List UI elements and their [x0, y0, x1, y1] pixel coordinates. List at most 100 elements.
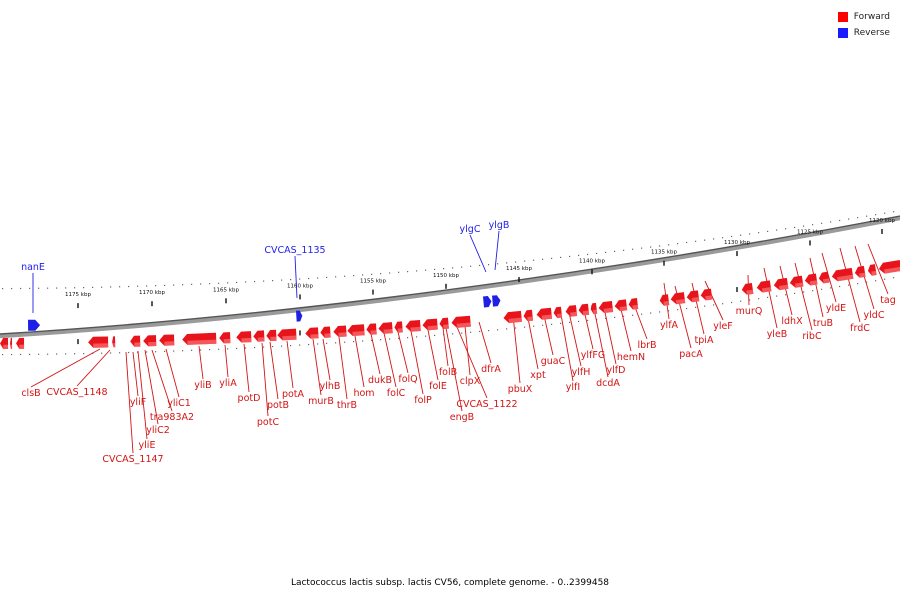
- leader-line: [338, 336, 348, 400]
- gene-label-ribc[interactable]: ribC: [802, 331, 822, 342]
- gene-label-ylgc[interactable]: ylgC: [460, 224, 481, 235]
- gene-label-tag[interactable]: tag: [880, 295, 896, 306]
- gene-label-thrb[interactable]: thrB: [337, 400, 357, 411]
- gene-label-ylie[interactable]: yliE: [139, 440, 156, 451]
- leader-line: [456, 326, 488, 399]
- gene-label-murq[interactable]: murQ: [736, 306, 763, 317]
- gene-label-lbrb[interactable]: lbrB: [637, 340, 656, 351]
- gene-label-potd[interactable]: potD: [238, 393, 261, 404]
- gene-label-hom[interactable]: hom: [353, 388, 374, 399]
- gene-label-murb[interactable]: murB: [308, 396, 334, 407]
- gene-label-frdc[interactable]: frdC: [850, 323, 870, 334]
- gene-label-ylgb[interactable]: ylgB: [489, 220, 510, 231]
- gene-label-tpia[interactable]: tpiA: [695, 335, 714, 346]
- gene-label-ldhx[interactable]: ldhX: [781, 316, 803, 327]
- leader-line: [839, 247, 861, 323]
- gene-label-potc[interactable]: potC: [257, 417, 280, 428]
- legend-label-reverse: Reverse: [853, 27, 890, 38]
- gene-label-clpx[interactable]: clpX: [460, 376, 481, 387]
- genome-caption: Lactococcus lactis subsp. lactis CV56, c…: [290, 578, 610, 588]
- tick-label: 1155 kbp: [360, 279, 386, 285]
- leader-line: [794, 262, 813, 331]
- gene-label-dcda[interactable]: dcdA: [596, 378, 620, 389]
- gene-forward: [130, 335, 141, 347]
- tick-mark-lower: [299, 330, 301, 336]
- tick-mark-upper: [225, 298, 227, 304]
- gene-label-ylef[interactable]: yleF: [713, 321, 733, 332]
- tick-label: 1140 kbp: [579, 258, 605, 264]
- gene-forward: [305, 327, 319, 339]
- leader-line: [478, 321, 492, 364]
- gene-label-yleb[interactable]: yleB: [767, 329, 788, 340]
- gene-label-paca[interactable]: pacA: [679, 349, 703, 360]
- gene-label-dfra[interactable]: dfrA: [481, 364, 501, 375]
- gene-forward: [756, 280, 772, 293]
- leader-line: [30, 348, 101, 388]
- genome-backbone: [0, 215, 900, 335]
- tick-mark-upper: [77, 303, 79, 309]
- gene-label-pbux[interactable]: pbuX: [508, 384, 533, 395]
- gene-forward: [253, 330, 265, 342]
- leader-line: [469, 234, 487, 273]
- gene-label-guac[interactable]: guaC: [541, 356, 566, 367]
- gene-label-yldc[interactable]: yldC: [864, 310, 885, 321]
- tick-label: 1145 kbp: [506, 266, 532, 272]
- strand-legend: Forward Reverse: [837, 9, 890, 41]
- gene-label-pota[interactable]: potA: [282, 389, 305, 400]
- gene-label-ylib[interactable]: yliB: [194, 380, 211, 391]
- gene-forward: [347, 324, 365, 337]
- gene-label-nane[interactable]: nanE: [21, 262, 45, 273]
- gene-label-clsb[interactable]: clsB: [21, 388, 40, 399]
- gene-label-fole[interactable]: folE: [429, 381, 447, 392]
- gene-forward: [700, 288, 713, 301]
- gene-forward: [394, 321, 403, 333]
- gene-forward: [378, 322, 393, 334]
- leader-line: [445, 327, 463, 412]
- gene-label-hemn[interactable]: hemN: [617, 352, 645, 363]
- legend-label-forward: Forward: [853, 11, 890, 22]
- gene-forward: [818, 271, 830, 284]
- gene-label-ylfi[interactable]: ylfI: [566, 382, 580, 393]
- tick-mark-upper: [736, 251, 738, 257]
- gene-label-ylfa[interactable]: ylfA: [660, 320, 679, 331]
- gene-label-dukb[interactable]: dukB: [368, 375, 392, 386]
- gene-forward: [670, 292, 686, 305]
- gene-forward: [159, 334, 175, 346]
- gene-label-folc[interactable]: folC: [387, 388, 406, 399]
- gene-label-folb[interactable]: folB: [439, 367, 457, 378]
- gene-label-tra983a2[interactable]: tra983A2: [150, 412, 194, 423]
- gene-label-ylfh[interactable]: ylfH: [572, 367, 591, 378]
- leader-line: [464, 325, 471, 376]
- gene-label-ylia[interactable]: yliA: [219, 378, 237, 389]
- leader-line: [397, 331, 409, 374]
- gene-label-engb[interactable]: engB: [450, 412, 474, 423]
- leader-line: [312, 338, 322, 396]
- leader-line: [383, 332, 397, 388]
- gene-label-potb[interactable]: potB: [267, 400, 289, 411]
- gene-label-xpt[interactable]: xpt: [530, 370, 546, 381]
- gene-label-ylic1[interactable]: yliC1: [167, 398, 191, 409]
- tick-mark-upper: [809, 240, 811, 246]
- gene-label-cvcas_1147[interactable]: CVCAS_1147: [102, 454, 163, 465]
- gene-label-ylffg[interactable]: ylfFG: [581, 350, 605, 361]
- gene-label-ylic2[interactable]: yliC2: [146, 425, 170, 436]
- gene-forward: [439, 317, 449, 330]
- gene-forward: [854, 265, 866, 278]
- gene-label-ylde[interactable]: yldE: [826, 303, 846, 314]
- tick-label: 1165 kbp: [213, 287, 239, 293]
- gene-forward: [219, 332, 231, 344]
- gene-label-folp[interactable]: folP: [414, 395, 432, 406]
- tick-mark-upper: [372, 289, 374, 295]
- gene-label-ylfd[interactable]: ylfD: [607, 365, 626, 376]
- gene-label-trub[interactable]: truB: [813, 318, 833, 329]
- gene-label-ylif[interactable]: yliF: [130, 397, 146, 408]
- gene-label-folq[interactable]: folQ: [398, 374, 417, 385]
- gene-label-cvcas_1148[interactable]: CVCAS_1148: [46, 387, 107, 398]
- gene-label-cvcas_1135[interactable]: CVCAS_1135: [264, 245, 325, 256]
- gene-forward: [659, 294, 670, 306]
- gene-label-cvcas_1122[interactable]: CVCAS_1122: [456, 399, 517, 410]
- tick-mark-upper: [299, 294, 301, 300]
- leader-line: [526, 312, 539, 370]
- tick-label: 1135 kbp: [651, 250, 677, 256]
- gene-label-ylhb[interactable]: ylhB: [320, 381, 341, 392]
